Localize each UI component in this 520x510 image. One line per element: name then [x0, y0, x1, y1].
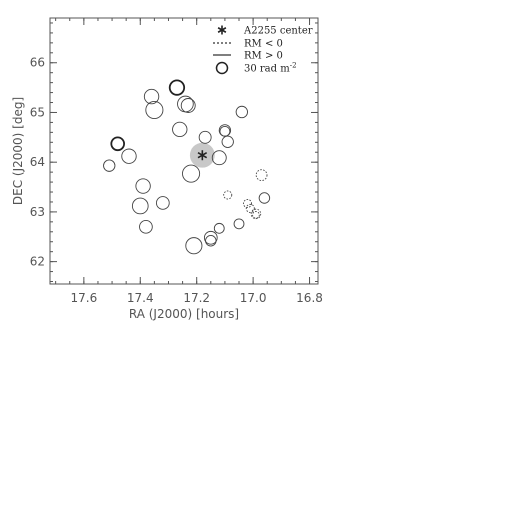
- rm-positive-marker: [135, 178, 151, 194]
- x-tick-label: 16.8: [296, 291, 323, 305]
- y-axis-label: DEC (J2000) [deg]: [11, 97, 25, 205]
- rm-positive-marker: [110, 136, 125, 152]
- plot-area: [103, 79, 271, 255]
- x-tick-label: 17.2: [183, 291, 210, 305]
- y-tick-label: 62: [30, 255, 45, 269]
- rm-positive-marker: [221, 135, 234, 148]
- rm-positive-marker: [172, 121, 188, 138]
- rm-positive-marker: [145, 100, 164, 120]
- x-tick-label: 17.4: [127, 291, 154, 305]
- legend-circle-icon: [215, 61, 229, 75]
- y-tick-label: 66: [30, 56, 45, 70]
- rm-positive-marker: [177, 95, 194, 113]
- axis-ticks: 17.6 17.4 17.2 17.0 16.8 62 63 64 65 66: [30, 18, 323, 305]
- x-tick-label: 17.0: [240, 291, 267, 305]
- rm-positive-marker: [143, 88, 160, 105]
- rm-positive-marker: [198, 130, 212, 144]
- rm-negative-marker: [242, 198, 252, 208]
- plot-frame: [49, 17, 319, 285]
- legend: A2255 center RM < 0RM > 030 rad m-2: [213, 25, 313, 75]
- rm-negative-marker: [252, 211, 260, 219]
- legend-label: RM < 0: [244, 39, 283, 50]
- legend-label: A2255 center: [243, 26, 313, 37]
- rm-positive-marker: [182, 164, 201, 183]
- rm-negative-marker: [245, 203, 255, 213]
- rm-positive-marker: [185, 237, 203, 255]
- y-tick-label: 64: [30, 155, 45, 169]
- rm-positive-marker: [180, 98, 196, 113]
- rm-positive-marker: [211, 150, 227, 166]
- rm-positive-marker: [131, 197, 149, 215]
- rm-positive-marker: [103, 159, 116, 172]
- rm-negative-marker: [223, 190, 233, 200]
- legend-label: RM > 0: [244, 51, 283, 62]
- rm-positive-marker: [233, 218, 245, 230]
- rm-positive-marker: [156, 196, 170, 210]
- rm-positive-marker: [168, 79, 186, 96]
- legend-label: 30 rad m-2: [244, 62, 297, 75]
- legend-asterisk-icon: [217, 25, 227, 35]
- y-tick-label: 63: [30, 205, 45, 219]
- x-tick-label: 17.6: [70, 291, 97, 305]
- y-tick-label: 65: [30, 105, 45, 119]
- center-asterisk: [197, 150, 208, 161]
- rm-negative-marker: [250, 208, 262, 220]
- rm-positive-marker: [121, 148, 137, 164]
- rm-positive-marker: [205, 235, 217, 247]
- rm-positive-marker: [139, 219, 153, 234]
- rm-positive-marker: [213, 222, 225, 234]
- rm-positive-marker: [235, 105, 248, 119]
- rm-positive-marker: [219, 125, 231, 137]
- x-axis-label: RA (J2000) [hours]: [129, 307, 239, 321]
- rm-positive-marker: [203, 230, 218, 245]
- rm-negative-marker: [255, 169, 268, 181]
- rm-positive-marker: [258, 192, 271, 204]
